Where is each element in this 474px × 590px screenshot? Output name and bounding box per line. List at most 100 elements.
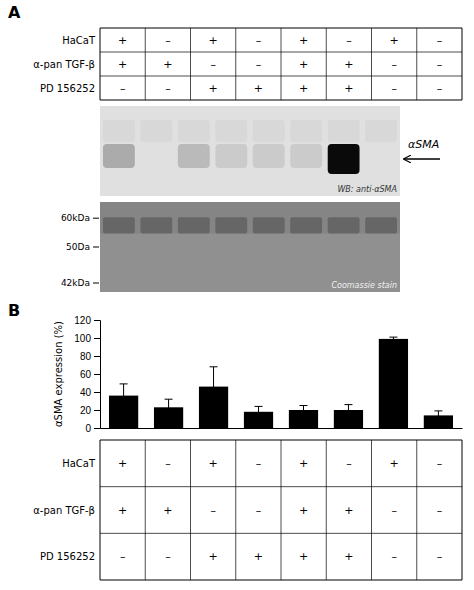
table: HaCaT α-pan TGF-β PD 156252 + – + – + – + – + + – – + + –… bbox=[33, 28, 462, 100]
table-rule bbox=[145, 440, 146, 580]
table-cell: + bbox=[209, 82, 218, 95]
table-cell: + bbox=[163, 58, 172, 71]
error-bar bbox=[255, 406, 263, 417]
kda-tick bbox=[93, 218, 99, 219]
blot-band bbox=[328, 217, 360, 233]
tick-mark bbox=[94, 338, 100, 339]
y-tick: 40 bbox=[80, 387, 100, 398]
panel-label: B bbox=[8, 301, 20, 320]
table-cell: + bbox=[118, 457, 127, 470]
table-cell: + bbox=[118, 58, 127, 71]
error-bar-cap bbox=[165, 415, 173, 416]
blot-smear bbox=[328, 120, 360, 142]
blot-smear bbox=[365, 120, 397, 142]
tick-label: 40 bbox=[80, 387, 92, 398]
error-bar-cap bbox=[210, 406, 218, 407]
kda-tick bbox=[93, 283, 99, 284]
kda-tick bbox=[93, 247, 99, 248]
table-cell: – bbox=[210, 504, 216, 517]
table-cell: – bbox=[165, 550, 171, 563]
table-cell: + bbox=[344, 504, 353, 517]
error-bar-stem bbox=[258, 406, 259, 417]
error-bar-cap bbox=[434, 419, 442, 420]
table-cell: – bbox=[256, 58, 262, 71]
table-rule bbox=[281, 440, 282, 580]
error-bar-cap bbox=[389, 337, 397, 338]
table-rule bbox=[190, 440, 191, 580]
tick-label: 120 bbox=[74, 315, 91, 326]
tick-mark bbox=[94, 428, 100, 429]
table-rule bbox=[235, 440, 236, 580]
blot-smear bbox=[140, 120, 172, 142]
y-tick: 20 bbox=[80, 405, 100, 416]
tick-label: 20 bbox=[80, 405, 92, 416]
error-bar-stem bbox=[438, 411, 439, 420]
kda-label: 50Da bbox=[66, 242, 90, 252]
table-cell: + bbox=[299, 34, 308, 47]
blot-smear bbox=[290, 120, 322, 142]
table-cell: – bbox=[391, 82, 397, 95]
y-axis: 020406080100120 bbox=[74, 315, 100, 434]
panel-label: A bbox=[8, 3, 21, 22]
kda-label: 42kDa bbox=[61, 278, 90, 288]
y-tick: 0 bbox=[85, 423, 100, 434]
error-bar-stem bbox=[123, 384, 124, 407]
table-rule bbox=[462, 28, 463, 100]
tick-label: 100 bbox=[74, 333, 91, 344]
table-row-label: HaCaT bbox=[62, 35, 96, 46]
error-bar bbox=[299, 406, 307, 415]
arrow bbox=[404, 158, 440, 159]
table-cell: – bbox=[437, 82, 443, 95]
table-cell: + bbox=[118, 34, 127, 47]
blot-band bbox=[215, 217, 247, 233]
kda-label: 60kDa bbox=[61, 213, 90, 223]
error-bar-cap bbox=[389, 340, 397, 341]
error-bar-stem bbox=[303, 406, 304, 415]
error-bar-cap bbox=[120, 407, 128, 408]
blot-smear bbox=[215, 120, 247, 142]
table-cell: – bbox=[437, 34, 443, 47]
table-cell: + bbox=[299, 58, 308, 71]
table-cell: – bbox=[120, 82, 126, 95]
table-cell: + bbox=[344, 82, 353, 95]
tick-label: 0 bbox=[85, 423, 91, 434]
error-bar-stem bbox=[393, 337, 394, 341]
table-row-label: α-pan TGF-β bbox=[33, 59, 95, 70]
table-cell: – bbox=[346, 34, 352, 47]
bar bbox=[379, 339, 408, 428]
blot-label: WB: anti-αSMA bbox=[337, 185, 397, 194]
table-row-label: PD 156252 bbox=[40, 83, 95, 94]
table-rule bbox=[235, 28, 236, 100]
blot-band bbox=[178, 144, 210, 168]
table-cell: + bbox=[254, 550, 263, 563]
blot-smear bbox=[103, 120, 135, 142]
table-cell: + bbox=[390, 34, 399, 47]
error-bar-stem bbox=[168, 399, 169, 415]
table-row-label: PD 156252 bbox=[40, 551, 95, 562]
error-bar bbox=[389, 337, 397, 341]
blot-band bbox=[215, 144, 247, 168]
table-rule bbox=[100, 440, 101, 580]
blot-smear bbox=[178, 120, 210, 142]
table-rule bbox=[100, 28, 101, 100]
table-rule bbox=[145, 28, 146, 100]
table-rule bbox=[371, 440, 372, 580]
error-bar bbox=[434, 411, 442, 420]
y-tick: 60 bbox=[80, 369, 100, 380]
table-cell: + bbox=[344, 550, 353, 563]
blot-band bbox=[140, 217, 172, 233]
blot-band bbox=[290, 217, 322, 233]
table-cell: – bbox=[437, 550, 443, 563]
table-cell: – bbox=[120, 550, 126, 563]
y-axis-title: αSMA expression (%) bbox=[53, 321, 64, 427]
table-rule bbox=[416, 28, 417, 100]
tick-mark bbox=[94, 320, 100, 321]
blot-background bbox=[100, 106, 400, 196]
error-bar bbox=[165, 399, 173, 415]
table-rule bbox=[462, 440, 463, 580]
y-tick: 120 bbox=[74, 315, 100, 326]
blot-band bbox=[253, 144, 285, 168]
blot-band bbox=[290, 144, 322, 168]
table-cell: – bbox=[165, 34, 171, 47]
error-bar-cap bbox=[255, 417, 263, 418]
